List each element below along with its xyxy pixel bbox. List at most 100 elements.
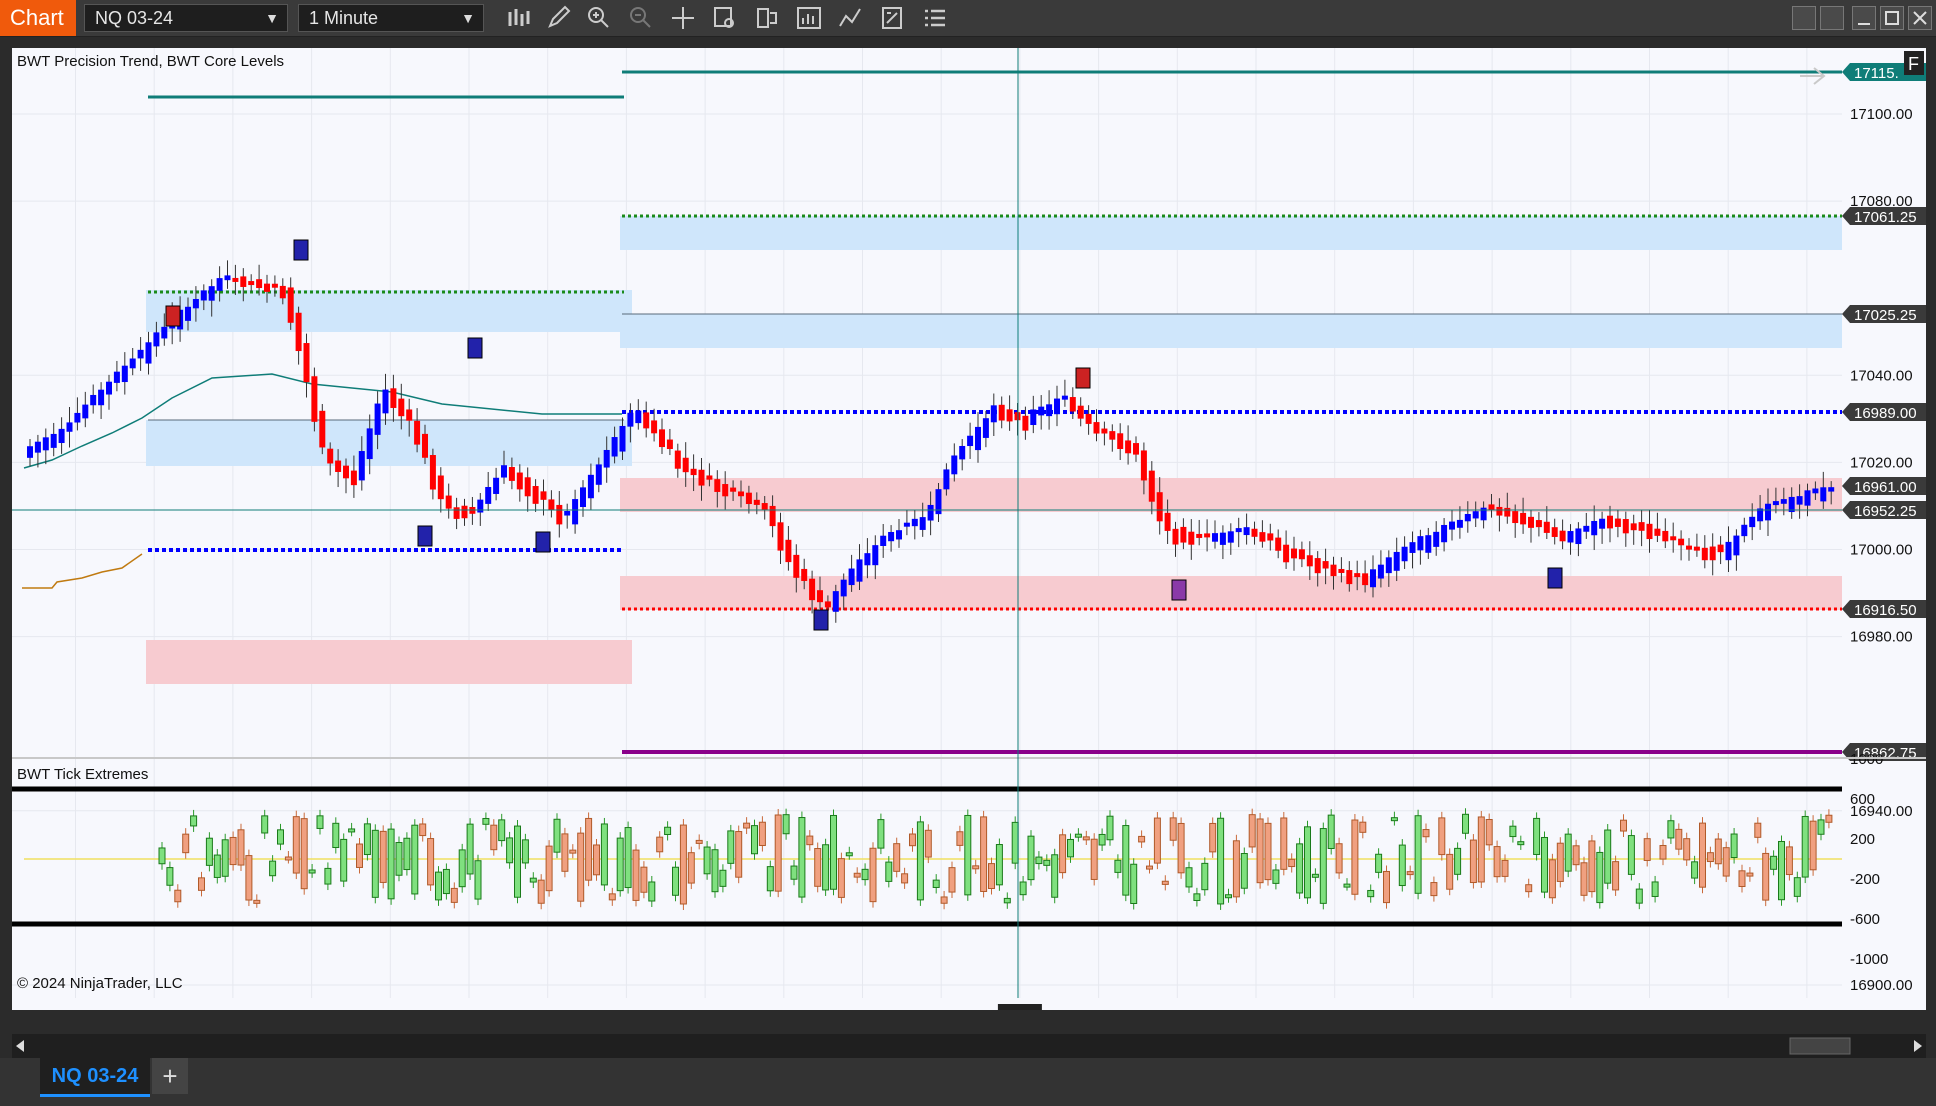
tick-bar (1509, 825, 1517, 838)
tick-bar (1059, 834, 1067, 874)
tick-bar (1793, 877, 1801, 897)
candle-body (1780, 499, 1787, 504)
time-label: 10:20 (528, 1008, 568, 1010)
candle-body (1725, 541, 1732, 561)
zoom-out-icon[interactable] (626, 4, 656, 32)
instrument-selector[interactable]: NQ 03-24 ▼ (84, 4, 288, 32)
time-label: 13:00 (1787, 1008, 1827, 1010)
candle-body (232, 277, 239, 282)
tick-bar (1311, 873, 1319, 878)
tick-bar (861, 868, 869, 881)
tick-bar (1477, 816, 1485, 883)
tick-bar (577, 832, 585, 902)
candle-body (374, 403, 381, 435)
horizontal-scrollbar[interactable] (12, 1034, 1926, 1058)
window-stack-icon[interactable] (1820, 6, 1844, 30)
minimize-button[interactable] (1852, 6, 1876, 30)
candle-body (1496, 506, 1503, 516)
chart-canvas[interactable]: 17100.00 17080.00 17040.00 17020.00 17000.00… (12, 48, 1926, 1010)
sub-tick-label: -200 (1850, 871, 1880, 888)
candle-body (1259, 532, 1266, 542)
tick-bar (316, 815, 324, 829)
bars-type-icon[interactable] (504, 4, 534, 32)
price-tick-label: 17100.00 (1850, 106, 1913, 123)
price-candles (27, 239, 1835, 631)
signal-marker (417, 525, 433, 547)
zoom-in-icon[interactable] (584, 4, 614, 32)
strategies-icon[interactable] (836, 4, 866, 32)
data-box-icon[interactable] (710, 4, 740, 32)
tick-bar (1122, 825, 1130, 896)
tick-bar (751, 825, 758, 855)
trend-line (22, 553, 143, 589)
tick-bar (1106, 815, 1114, 841)
tick-bar (245, 855, 253, 901)
tick-bar (332, 822, 340, 849)
candle-body (1741, 524, 1748, 537)
candle-body (1512, 511, 1519, 524)
candle-body (1622, 519, 1629, 534)
candle-body (1464, 513, 1471, 522)
candle-body (903, 522, 910, 527)
candle-body (864, 553, 871, 566)
tick-bar (972, 865, 980, 870)
tick-bar (1011, 821, 1019, 864)
tick-bar (1548, 859, 1556, 899)
candle-body (698, 469, 705, 486)
candle-body (975, 426, 981, 451)
interval-selector[interactable]: 1 Minute ▼ (298, 4, 484, 32)
candle-body (824, 601, 831, 608)
candle-body (777, 522, 784, 551)
price-tick-label: 16940.00 (1850, 803, 1913, 820)
tick-bar (1659, 844, 1667, 860)
candle-body (880, 535, 887, 546)
candle-body (398, 398, 405, 417)
price-axis-bg (1842, 48, 1926, 998)
indicator-title: BWT Precision Trend, BWT Core Levels (17, 53, 284, 70)
tick-bar (790, 865, 798, 880)
candle-body (1772, 501, 1779, 506)
candle-body (240, 276, 247, 287)
chart-tab[interactable]: Chart (0, 0, 76, 36)
tick-bar (837, 858, 845, 898)
candle-body (674, 450, 681, 469)
price-marker (1842, 207, 1926, 225)
crosshair-icon[interactable] (668, 4, 698, 32)
candle-body (1117, 433, 1124, 449)
tick-bar (1612, 861, 1620, 891)
chevron-down-icon: ▼ (265, 10, 279, 26)
tab-nq-03-24[interactable]: NQ 03-24 (40, 1058, 150, 1097)
window-tile-icon[interactable] (1792, 6, 1816, 30)
price-tick-label: 17040.00 (1850, 367, 1913, 384)
candle-body (943, 469, 950, 490)
arrow-right-icon[interactable] (1800, 67, 1826, 85)
templates-icon[interactable] (878, 4, 908, 32)
time-label: 11:00 (843, 1008, 882, 1010)
candle-body (643, 412, 650, 429)
tick-bar (1225, 894, 1232, 899)
candle-body (1283, 544, 1290, 563)
indicators-icon[interactable] (794, 4, 824, 32)
candle-body (358, 451, 365, 481)
tick-bar (853, 872, 861, 878)
f-badge[interactable] (1904, 51, 1924, 75)
candle-body (1235, 528, 1242, 533)
tick-bar (182, 833, 190, 854)
copyright-text: © 2024 NinjaTrader, LLC (17, 975, 183, 992)
time-label: 09:40 (213, 1008, 253, 1010)
list-icon[interactable] (920, 4, 950, 32)
close-button[interactable] (1908, 6, 1932, 30)
maximize-button[interactable] (1880, 6, 1904, 30)
candle-body (1543, 521, 1550, 533)
tick-bar (1351, 819, 1359, 895)
add-tab-button[interactable]: + (152, 1058, 188, 1094)
candle-body (603, 449, 610, 468)
candle-body (706, 475, 713, 480)
draw-pencil-icon[interactable] (544, 4, 574, 32)
candle-body (1101, 428, 1108, 434)
candle-body (840, 579, 847, 597)
properties-icon[interactable] (752, 4, 782, 32)
candle-body (730, 487, 737, 492)
tick-extremes-panel (12, 786, 1842, 927)
candle-body (192, 298, 199, 309)
